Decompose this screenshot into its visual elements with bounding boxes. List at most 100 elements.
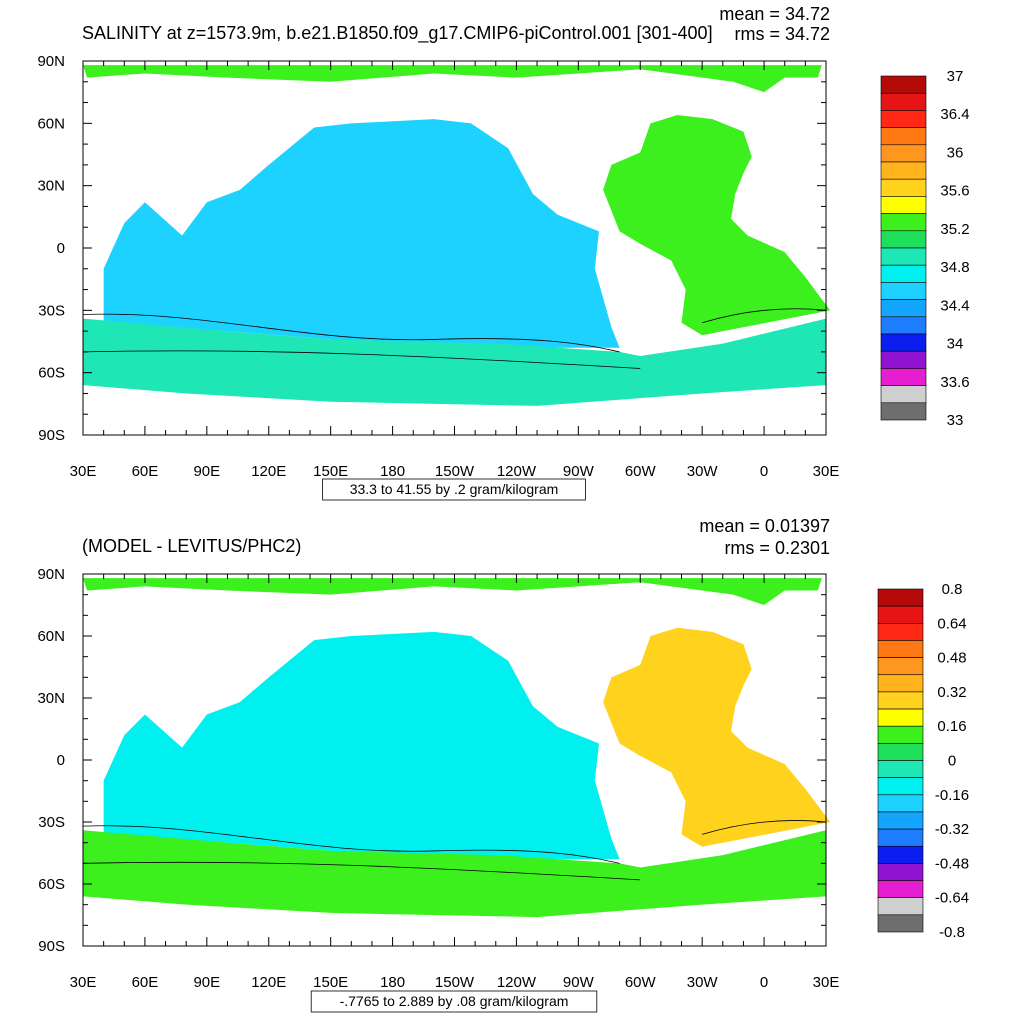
colorbar-label: -0.64 bbox=[935, 890, 969, 907]
x-tick-label: 120W bbox=[497, 463, 537, 480]
colorbar-swatch bbox=[877, 794, 924, 813]
colorbar-swatch bbox=[880, 127, 927, 146]
y-tick-label: 0 bbox=[57, 752, 65, 769]
map-panel-1: 30E 60E 90E 120E 150E 180 150W 120W 90W 60W 30W 0 30… bbox=[37, 516, 969, 1013]
y-tick-label: 30S bbox=[38, 302, 65, 319]
x-tick-label: 120E bbox=[251, 974, 286, 991]
colorbar-label: 0.64 bbox=[937, 615, 966, 632]
tick-marks bbox=[82, 60, 827, 436]
colorbar-swatch bbox=[880, 299, 927, 318]
x-tick-label: 60W bbox=[625, 463, 657, 480]
colorbar-swatch bbox=[880, 402, 927, 421]
colorbar-swatch bbox=[880, 333, 927, 352]
mean-stat: mean = 34.72 bbox=[719, 4, 830, 24]
colorbar-swatch bbox=[877, 657, 924, 676]
x-tick-label: 30W bbox=[687, 463, 719, 480]
x-tick-label: 30E bbox=[813, 974, 840, 991]
colorbar-label: -0.8 bbox=[939, 924, 965, 941]
colorbar-swatch bbox=[880, 196, 927, 214]
x-tick-label: 30E bbox=[70, 463, 97, 480]
colorbar-label: 36 bbox=[947, 144, 964, 161]
colorbar-swatch bbox=[877, 914, 924, 933]
colorbar-swatch bbox=[877, 760, 924, 778]
x-tick-label: 150W bbox=[435, 974, 475, 991]
colorbar-label: 33 bbox=[947, 412, 964, 429]
colorbar-swatch bbox=[880, 92, 927, 111]
contour-info-box bbox=[310, 990, 598, 1013]
colorbar-label: 33.6 bbox=[940, 374, 969, 391]
colorbar-swatch bbox=[877, 588, 924, 607]
y-tick-label: 30N bbox=[37, 178, 65, 195]
mean-stat: mean = 0.01397 bbox=[699, 516, 830, 536]
x-tick-label: 150W bbox=[435, 463, 475, 480]
x-tick-label: 60W bbox=[625, 974, 657, 991]
colorbar-label: 34 bbox=[947, 336, 964, 353]
contour-line bbox=[82, 861, 641, 881]
colorbar: 33 33.6 34 34.4 34.8 35.2 35.6 36 36.4 37 bbox=[880, 68, 970, 429]
colorbar-swatch bbox=[877, 828, 924, 847]
x-tick-label: 150E bbox=[313, 463, 348, 480]
colorbar-label: 34.8 bbox=[940, 259, 969, 276]
colorbar-swatch bbox=[880, 316, 927, 335]
chart-title: (MODEL - LEVITUS/PHC2) bbox=[82, 536, 301, 556]
colorbar-label: 37 bbox=[947, 68, 964, 85]
colorbar-label: 35.2 bbox=[940, 221, 969, 238]
rms-stat: rms = 34.72 bbox=[734, 24, 830, 44]
colorbar-swatch bbox=[877, 863, 924, 881]
atlantic-basin bbox=[603, 627, 831, 847]
colorbar-label: 35.6 bbox=[940, 183, 969, 200]
atlantic-basin bbox=[603, 115, 831, 336]
colorbar-swatch bbox=[877, 811, 924, 830]
colorbar-label: 0 bbox=[948, 753, 956, 770]
y-tick-label: 60N bbox=[37, 115, 65, 132]
y-tick-label: 60S bbox=[38, 876, 65, 893]
salinity-field bbox=[83, 578, 831, 918]
colorbar-swatch bbox=[880, 230, 927, 249]
colorbar-label: 0.32 bbox=[937, 684, 966, 701]
y-tick-label: 30S bbox=[38, 814, 65, 831]
y-tick-label: 30N bbox=[37, 690, 65, 707]
y-tick-label: 60S bbox=[38, 365, 65, 382]
southern-ocean-band bbox=[83, 830, 826, 918]
colorbar-swatch bbox=[880, 178, 927, 197]
x-tick-label: 30E bbox=[813, 463, 840, 480]
colorbar-swatch bbox=[880, 110, 927, 128]
pacific-indian-basin bbox=[103, 119, 620, 348]
pacific-indian-basin bbox=[103, 631, 620, 860]
arctic-strip bbox=[83, 65, 822, 93]
contour-line bbox=[702, 820, 827, 835]
colorbar-swatch bbox=[880, 144, 927, 163]
colorbar-swatch bbox=[877, 691, 924, 710]
x-tick-label: 90W bbox=[563, 463, 595, 480]
colorbar-swatch bbox=[880, 282, 927, 300]
colorbar-swatch bbox=[877, 743, 924, 761]
colorbar-swatch bbox=[877, 845, 924, 864]
colorbar-label: -0.32 bbox=[935, 821, 969, 838]
x-tick-label: 90W bbox=[563, 974, 595, 991]
y-tick-label: 0 bbox=[57, 240, 65, 257]
chart-title: SALINITY at z=1573.9m, b.e21.B1850.f09_g… bbox=[82, 23, 713, 44]
y-tick-label: 90S bbox=[38, 427, 65, 444]
colorbar-label: 34.4 bbox=[940, 297, 969, 314]
map-panel-0: 30E 60E 90E 120E 150E 180 150W 120W 90W 60W 30W 0 30… bbox=[37, 4, 970, 501]
arctic-strip bbox=[83, 578, 822, 605]
colorbar-label: -0.48 bbox=[935, 855, 969, 872]
contour-line bbox=[82, 313, 620, 353]
x-tick-label: 180 bbox=[380, 974, 405, 991]
y-tick-label: 90S bbox=[38, 938, 65, 955]
colorbar-swatch bbox=[877, 777, 924, 796]
colorbar-label: 0.8 bbox=[942, 581, 963, 598]
contour-line bbox=[82, 350, 641, 369]
colorbar-label: 0.48 bbox=[937, 650, 966, 667]
colorbar-swatch bbox=[877, 640, 924, 658]
colorbar-swatch bbox=[880, 385, 927, 404]
colorbar-swatch bbox=[877, 708, 924, 727]
colorbar-swatch bbox=[880, 368, 927, 386]
x-tick-label: 30W bbox=[687, 974, 719, 991]
colorbar: -0.8 -0.64 -0.48 -0.32 -0.16 0 0.16 0.32 0.48 0.6… bbox=[877, 581, 969, 941]
contour-info-text: -.7765 to 2.889 by .08 gram/kilogram bbox=[340, 993, 569, 1009]
x-tick-label: 150E bbox=[313, 974, 348, 991]
contour-line bbox=[82, 825, 620, 864]
contour-lines bbox=[82, 820, 827, 881]
